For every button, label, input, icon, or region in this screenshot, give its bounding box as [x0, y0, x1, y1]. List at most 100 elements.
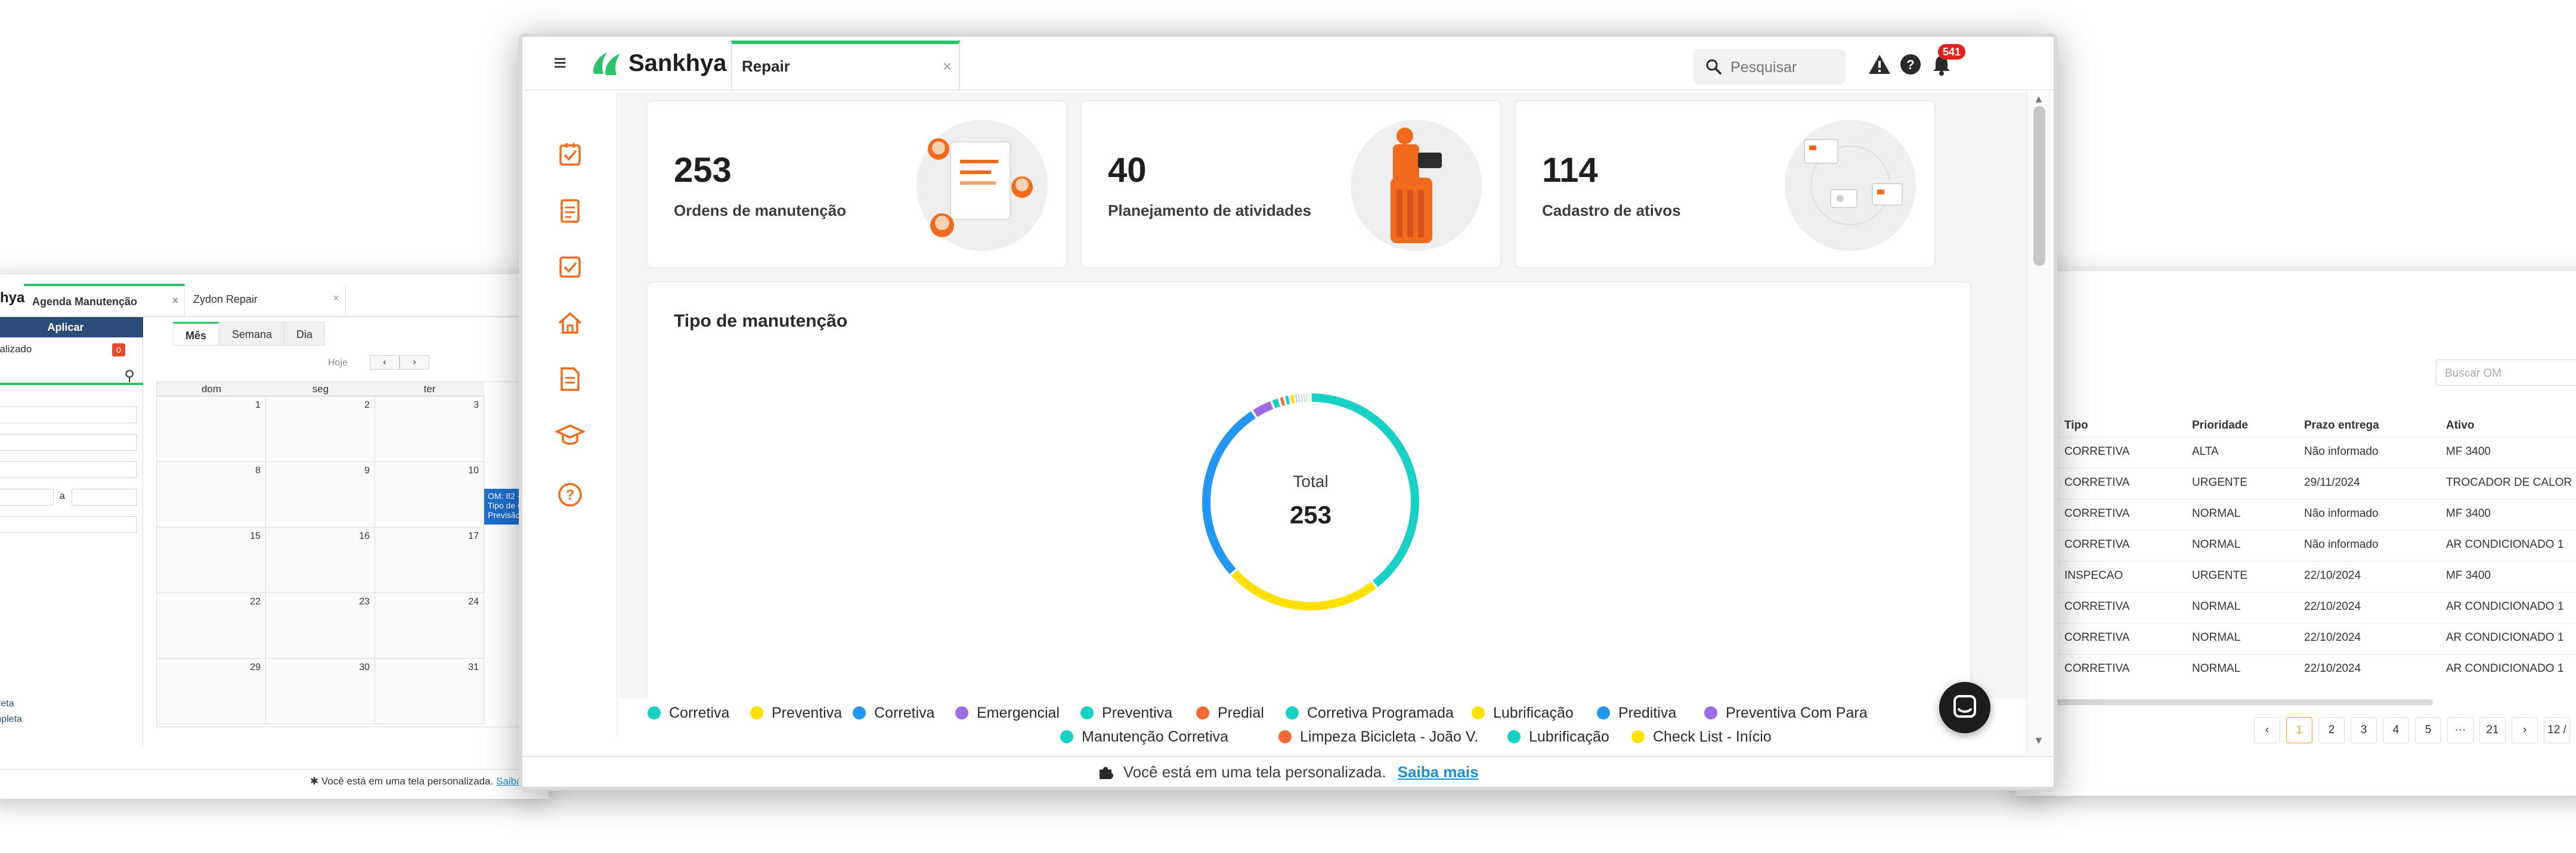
pagination-button[interactable]: 4 [2383, 717, 2409, 743]
bell-icon[interactable] [1930, 52, 1953, 76]
graduation-cap-icon[interactable] [553, 418, 587, 452]
pagination-button[interactable]: › [2512, 717, 2538, 743]
vertical-scrollbar[interactable]: ▲ ▼ [2026, 92, 2050, 753]
close-icon[interactable]: × [172, 294, 178, 306]
table-row[interactable] [2015, 623, 2576, 624]
close-icon[interactable]: × [942, 57, 952, 75]
filter-field[interactable] [0, 434, 137, 451]
legend-item[interactable]: Lubrificação [1507, 728, 1609, 746]
tab-zydon-repair[interactable]: Zydon Repair × [185, 284, 346, 317]
card-cadastro-ativos[interactable]: 114 Cadastro de ativos [1515, 100, 1936, 268]
pagination-button[interactable]: 5 [2415, 717, 2441, 743]
tab-week[interactable]: Semana [219, 322, 285, 346]
search-box[interactable] [1693, 49, 1845, 85]
legend-item[interactable]: Predial [1196, 705, 1264, 722]
home-icon[interactable] [553, 306, 587, 340]
legend-item[interactable]: Emergencial [955, 705, 1060, 722]
apply-button[interactable]: Aplicar [0, 317, 143, 337]
calendar-day-cell[interactable]: 15 [157, 528, 266, 593]
legend-item[interactable]: Lubrificação [1472, 705, 1574, 722]
column-header-tipo[interactable]: Tipo [2064, 419, 2088, 432]
donut-slice[interactable] [1231, 570, 1376, 610]
pagination-button[interactable]: 2 [2318, 717, 2345, 743]
help-circle-icon[interactable]: ? [553, 478, 587, 511]
calendar-day-cell[interactable]: 31 [375, 659, 484, 724]
table-row[interactable] [2015, 530, 2576, 531]
card-ordens-manutencao[interactable]: 253 Ordens de manutenção [646, 100, 1067, 268]
scrollbar-thumb[interactable] [2033, 106, 2045, 266]
pagination-button[interactable]: ‹ [2254, 717, 2280, 743]
date-from-field[interactable] [0, 489, 54, 505]
close-icon[interactable]: × [333, 292, 339, 304]
donut-slice[interactable] [1202, 411, 1256, 575]
table-row[interactable] [2015, 437, 2576, 438]
legend-item[interactable]: Check List - Início [1631, 728, 1772, 746]
legend-item[interactable]: Preventiva [1080, 705, 1172, 722]
scroll-down-icon[interactable]: ▼ [2033, 734, 2044, 746]
horizontal-scrollbar[interactable] [2015, 699, 2433, 705]
donut-chart[interactable] [1191, 383, 1430, 621]
search-input[interactable] [1730, 58, 1838, 76]
document-icon[interactable] [553, 194, 587, 228]
table-row[interactable] [2015, 561, 2576, 562]
pagination-button[interactable]: 21 [2479, 717, 2506, 743]
today-label[interactable]: Hoje [328, 358, 348, 368]
calendar-day-cell[interactable]: 17 [375, 528, 484, 593]
filter-field[interactable] [0, 461, 137, 478]
donut-slice[interactable] [1311, 393, 1419, 587]
hamburger-icon[interactable]: ≡ [553, 51, 567, 76]
tab-month[interactable]: Mês [173, 322, 219, 346]
legend-item[interactable]: Corretiva [648, 705, 729, 722]
tab-repair[interactable]: Repair × [731, 41, 960, 89]
prev-button[interactable]: ‹ [370, 355, 400, 370]
calendar-day-cell[interactable]: 24 [375, 593, 484, 659]
legend-item[interactable]: Corretiva Programada [1286, 705, 1454, 722]
table-row[interactable] [2015, 499, 2576, 500]
calendar-day-cell[interactable]: 1 [157, 396, 266, 462]
filter-field[interactable] [0, 407, 137, 423]
donut-slice[interactable] [1280, 397, 1286, 406]
legend-item[interactable]: Preditiva [1597, 705, 1676, 722]
table-row[interactable] [2015, 592, 2576, 593]
tab-day[interactable]: Dia [284, 322, 326, 346]
donut-slice[interactable] [1285, 395, 1290, 405]
pagination-button[interactable]: 12 / [2544, 717, 2570, 743]
calendar-day-cell[interactable]: 8 [157, 462, 266, 528]
pagination-button[interactable]: 3 [2351, 717, 2377, 743]
legend-item[interactable]: Preventiva [750, 705, 842, 722]
calendar-day-cell[interactable]: 2 [266, 396, 375, 462]
calendar-day-cell[interactable]: 16 [266, 528, 375, 593]
filter-select[interactable]: nalizado [0, 343, 32, 355]
next-button[interactable]: › [400, 355, 429, 370]
legend-item[interactable]: Preventiva Com Para [1704, 705, 1868, 722]
clipboard-check-icon[interactable] [553, 250, 587, 284]
legend-item[interactable]: Limpeza Bicicleta - João V. [1278, 728, 1478, 746]
column-header-ativo[interactable]: Ativo [2446, 419, 2475, 432]
donut-slice[interactable] [1272, 398, 1281, 408]
donut-slice[interactable] [1253, 401, 1274, 417]
calendar-day-cell[interactable]: 23 [266, 593, 375, 659]
calendar-day-cell[interactable]: 22 [157, 593, 266, 659]
card-planejamento-atividades[interactable]: 40 Planejamento de atividades [1080, 100, 1501, 268]
filter-option[interactable]: ompleta [0, 714, 22, 724]
filter-option[interactable]: npleta [0, 699, 14, 709]
om-search-input[interactable]: Buscar OM [2436, 359, 2576, 386]
chat-icon[interactable] [1939, 682, 1990, 733]
footer-link[interactable]: Saiba mais [1397, 763, 1479, 781]
pagination-button[interactable]: ··· [2447, 717, 2473, 743]
date-to-field[interactable] [72, 489, 137, 505]
table-row[interactable] [2015, 468, 2576, 469]
report-icon[interactable] [553, 362, 587, 396]
funnel-icon[interactable]: ⚲ [124, 368, 135, 384]
calendar-day-cell[interactable]: 29 [157, 659, 266, 724]
calendar-day-cell[interactable]: 9 [266, 462, 375, 528]
calendar-day-cell[interactable]: 30 [266, 659, 375, 724]
help-icon[interactable]: ? [1899, 52, 1922, 76]
column-header-prazo[interactable]: Prazo entrega [2304, 419, 2379, 432]
filter-field[interactable] [0, 516, 137, 533]
pagination-button[interactable]: 1 [2286, 717, 2312, 743]
legend-item[interactable]: Manutenção Corretiva [1060, 728, 1228, 746]
legend-item[interactable]: Corretiva [853, 705, 934, 722]
table-row[interactable] [2015, 654, 2576, 655]
column-header-prioridade[interactable]: Prioridade [2192, 419, 2248, 432]
